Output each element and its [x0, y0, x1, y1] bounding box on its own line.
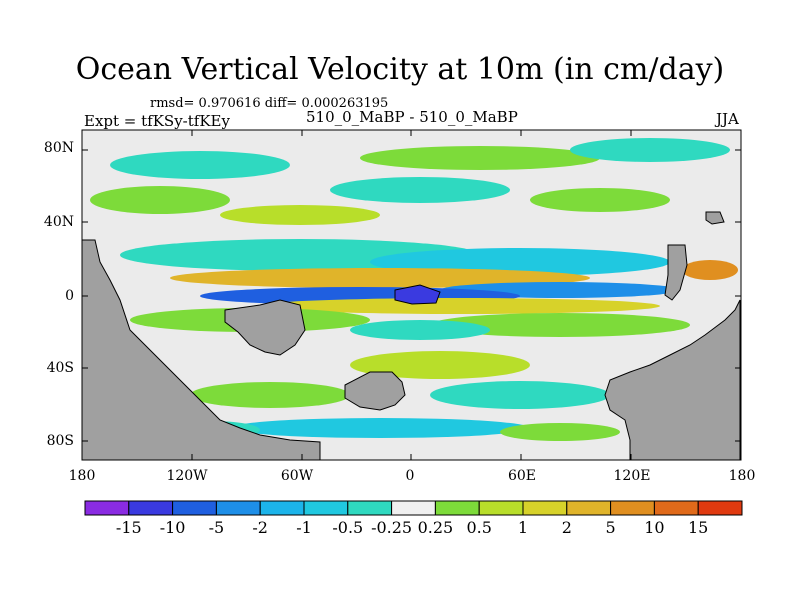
colorbar-swatch: [128, 500, 174, 516]
lat-tick-40s: 40S: [46, 360, 74, 376]
lon-tick-0: 0: [405, 468, 415, 484]
lon-tick-180w: 180: [68, 468, 96, 484]
axis-ticks: [82, 130, 741, 460]
colorbar-swatch: [84, 500, 130, 516]
experiment-names: 510_0_MaBP - 510_0_MaBP: [306, 108, 518, 126]
colorbar-swatch: [697, 500, 743, 516]
experiment-label: Expt = tfKSy-tfKEy: [84, 112, 230, 130]
colorbar-swatch: [478, 500, 524, 516]
field-patch: [430, 313, 690, 337]
field-patch: [360, 146, 600, 170]
lat-tick-80n: 80N: [43, 140, 74, 156]
field-patch: [190, 382, 350, 408]
field-patch: [682, 260, 738, 280]
colorbar-swatch: [391, 500, 436, 516]
colorbar-swatch: [522, 500, 568, 516]
colorbar-label: 15: [688, 518, 709, 537]
field-patch: [570, 138, 730, 162]
season-label: JJA: [716, 110, 739, 128]
colorbar-label: 0.25: [417, 518, 454, 537]
colorbar-label: -5: [208, 518, 225, 537]
lon-tick-60w: 60W: [280, 468, 314, 484]
lon-tick-180e: 180: [728, 468, 756, 484]
field-patch: [500, 423, 620, 441]
field-patch: [330, 177, 510, 203]
field-patch: [110, 151, 290, 179]
field-patch: [350, 320, 490, 340]
island-b: [705, 211, 725, 225]
lon-tick-120w: 120W: [166, 468, 208, 484]
field-patch: [220, 205, 380, 225]
colorbar-swatch: [566, 500, 612, 516]
colorbar-swatch: [434, 500, 480, 516]
lat-tick-80s: 80S: [46, 433, 74, 449]
colorbar-label: 1: [517, 518, 529, 537]
lon-tick-120e: 120E: [613, 468, 651, 484]
island-a: [664, 244, 688, 301]
lat-tick-0: 0: [65, 288, 74, 304]
colorbar-swatch: [303, 500, 349, 516]
colorbar-swatch: [215, 500, 261, 516]
colorbar-swatch: [610, 500, 655, 516]
colorbar-label: 10: [644, 518, 665, 537]
land: [81, 211, 741, 461]
colorbar-swatch: [172, 500, 217, 516]
colorbar-swatch: [347, 500, 393, 516]
colorbar-label: 5: [605, 518, 616, 537]
colorbar-label: -10: [159, 518, 186, 537]
colorbar-swatch: [653, 500, 699, 516]
stats-line: rmsd= 0.970616 diff= 0.000263195: [150, 96, 389, 111]
field-patch: [260, 298, 660, 314]
colorbar-label: -15: [115, 518, 142, 537]
colorbar-label: 2: [561, 518, 572, 537]
field-patch: [230, 418, 530, 438]
field-patch: [430, 381, 610, 409]
land-east: [604, 299, 741, 461]
field-patch: [350, 351, 530, 379]
colorbar-label: 0.5: [466, 518, 492, 537]
map-title: Ocean Vertical Velocity at 10m (in cm/da…: [75, 52, 725, 87]
colorbar-label: -0.5: [332, 518, 364, 537]
lon-tick-60e: 60E: [507, 468, 537, 484]
velocity-field: [90, 138, 738, 441]
continent-b: [344, 371, 406, 411]
colorbar-label: -1: [296, 518, 312, 537]
lat-tick-40n: 40N: [43, 214, 74, 230]
deep-blue-feature: [394, 284, 441, 305]
land-west: [81, 239, 321, 461]
field-patch: [170, 268, 590, 288]
field-patch: [90, 186, 230, 214]
colorbar-label: -2: [252, 518, 268, 537]
field-patch: [530, 188, 670, 212]
colorbar: [84, 500, 743, 516]
continent-a: [224, 299, 306, 356]
colorbar-label: -0.25: [371, 518, 413, 537]
colorbar-swatch: [259, 500, 305, 516]
